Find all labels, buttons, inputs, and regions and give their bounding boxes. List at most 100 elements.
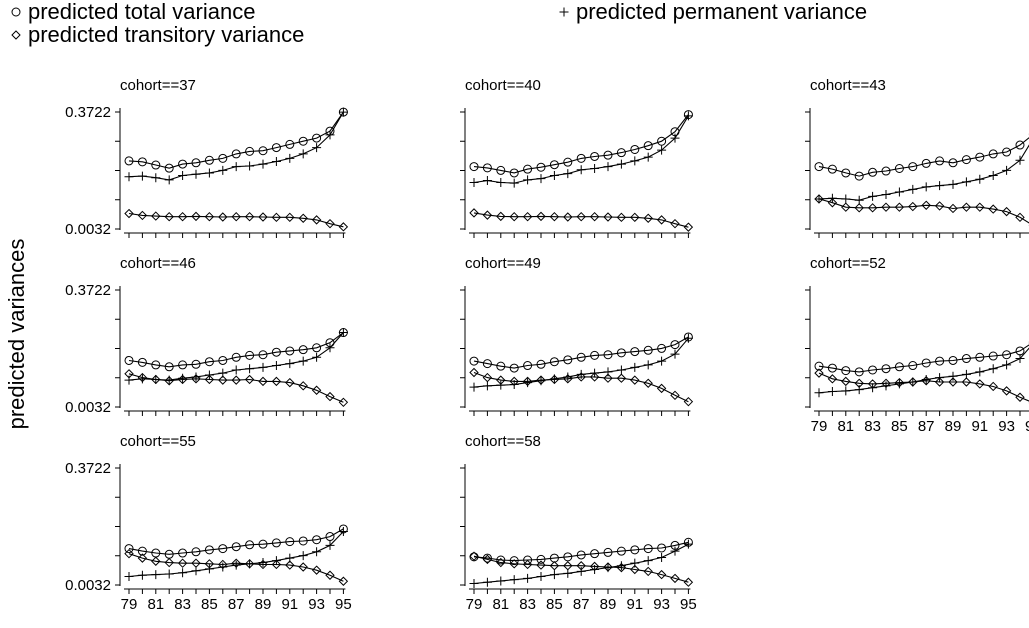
x-tick-label: 81 — [837, 418, 854, 435]
x-tick-label: 91 — [281, 596, 298, 613]
point-total — [245, 146, 255, 156]
point-total — [191, 158, 201, 168]
panel-title: cohort==46 — [120, 255, 196, 272]
point-permanent — [509, 575, 519, 585]
series-total — [814, 341, 1029, 377]
point-total — [908, 361, 918, 371]
x-tick-label: 87 — [573, 596, 590, 613]
point-total — [509, 556, 519, 566]
point-total — [657, 343, 667, 353]
point-total — [178, 360, 188, 370]
point-total — [854, 367, 864, 377]
point-transitory — [509, 376, 519, 387]
point-permanent — [469, 382, 479, 392]
point-total — [630, 545, 640, 555]
point-permanent — [643, 152, 653, 162]
point-total — [814, 162, 824, 172]
point-total — [935, 356, 945, 366]
point-transitory — [311, 565, 322, 575]
point-total — [935, 156, 945, 166]
point-transitory — [643, 378, 653, 388]
point-total — [536, 162, 546, 172]
x-tick-label: 83 — [519, 596, 536, 613]
series-total — [469, 332, 693, 373]
point-transitory — [325, 218, 335, 229]
point-permanent — [854, 385, 864, 395]
point-total — [137, 357, 147, 367]
point-total — [549, 160, 559, 170]
point-total — [245, 350, 255, 360]
point-permanent — [469, 578, 479, 588]
series-permanent — [124, 107, 348, 185]
point-transitory — [311, 215, 322, 225]
point-total — [643, 141, 653, 151]
point-transitory — [522, 211, 533, 222]
point-transitory — [908, 377, 918, 387]
point-total — [218, 355, 228, 365]
point-total — [164, 163, 174, 173]
point-total — [285, 537, 295, 547]
point-permanent — [124, 375, 134, 385]
x-tick-label: 89 — [600, 596, 617, 613]
legend-item-diamond: predicted transitory variance — [11, 22, 304, 47]
point-total — [590, 151, 600, 161]
series-permanent — [469, 111, 693, 188]
point-permanent — [204, 564, 214, 574]
point-transitory — [177, 374, 188, 385]
point-total — [191, 359, 201, 369]
panel-title: cohort==37 — [120, 77, 196, 94]
point-transitory — [244, 559, 255, 569]
point-transitory — [589, 211, 600, 222]
point-transitory — [1001, 386, 1012, 396]
point-permanent — [603, 367, 613, 377]
point-transitory — [338, 397, 349, 408]
point-total — [204, 545, 214, 555]
x-tick-label: 91 — [626, 596, 643, 613]
point-total — [868, 167, 878, 177]
point-transitory — [603, 562, 613, 572]
point-transitory — [867, 379, 878, 389]
series-line-permanent — [473, 337, 689, 388]
point-total — [563, 355, 573, 365]
point-transitory — [151, 211, 161, 221]
point-transitory — [298, 213, 308, 223]
point-transitory — [298, 562, 308, 572]
series-line-transitory — [128, 553, 344, 582]
point-permanent — [338, 328, 348, 338]
legend-marker-circle — [11, 7, 21, 17]
point-permanent — [670, 546, 680, 556]
point-total — [1015, 140, 1025, 150]
point-total — [603, 547, 613, 557]
point-transitory — [603, 212, 613, 222]
point-transitory — [814, 194, 824, 204]
point-transitory — [311, 385, 322, 395]
series-permanent — [469, 539, 693, 588]
point-total — [178, 159, 188, 169]
point-transitory — [218, 559, 228, 570]
legend-item-circle: predicted total variance — [11, 0, 255, 24]
point-permanent — [151, 173, 161, 183]
point-total — [509, 168, 519, 178]
point-permanent — [271, 361, 281, 371]
point-permanent — [496, 576, 506, 586]
point-permanent — [603, 162, 613, 172]
x-tick-label: 95 — [680, 596, 697, 613]
point-transitory — [921, 200, 931, 210]
point-total — [961, 155, 971, 165]
point-permanent — [231, 560, 241, 570]
series-permanent — [814, 342, 1029, 398]
point-transitory — [630, 212, 640, 223]
point-transitory — [670, 573, 680, 584]
point-total — [854, 171, 864, 181]
point-permanent — [325, 130, 335, 140]
x-tick-label: 85 — [201, 596, 218, 613]
point-transitory — [881, 378, 891, 388]
point-permanent — [630, 156, 640, 166]
point-transitory — [338, 222, 349, 232]
point-total — [482, 163, 492, 173]
point-transitory — [244, 374, 255, 385]
point-transitory — [177, 211, 188, 222]
series-total — [124, 524, 348, 559]
panel-cohort-37: cohort==37 0.3722 0.0032 — [65, 77, 349, 238]
